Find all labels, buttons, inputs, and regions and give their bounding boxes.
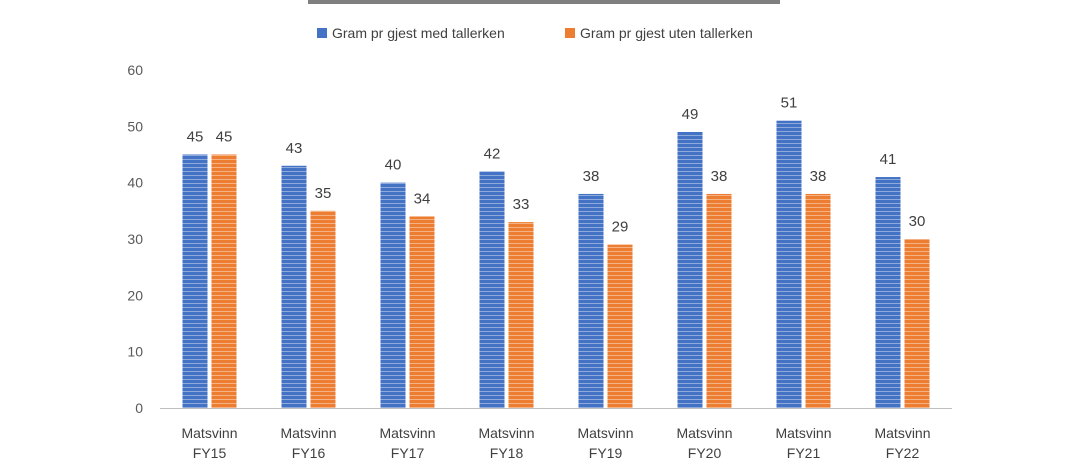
y-axis: 0 10 20 30 40 50 60 — [127, 62, 143, 416]
data-label: 49 — [682, 106, 699, 123]
legend-label: Gram pr gjest med tallerken — [332, 25, 505, 41]
data-label: 35 — [315, 185, 332, 202]
x-category-line: FY18 — [490, 445, 524, 461]
legend-swatch — [565, 28, 575, 38]
x-category-line: FY20 — [688, 445, 722, 461]
bar-med-3 — [479, 171, 505, 408]
data-label: 40 — [385, 157, 402, 174]
y-tick-label: 0 — [135, 400, 143, 416]
x-category-line: Matsvinn — [577, 425, 633, 441]
x-category-line: Matsvinn — [874, 425, 930, 441]
bar-med-7 — [875, 177, 901, 408]
x-category-label: Matsvinn FY17 — [379, 425, 435, 461]
bar-uten-3 — [508, 222, 534, 408]
bar-uten-7 — [904, 239, 930, 408]
bar-med-1 — [281, 165, 307, 408]
y-tick-label: 50 — [127, 118, 143, 134]
legend: Gram pr gjest med tallerken Gram pr gjest… — [317, 25, 753, 41]
x-category-line: Matsvinn — [478, 425, 534, 441]
x-category-line: Matsvinn — [280, 425, 336, 441]
x-category-label: Matsvinn FY20 — [676, 425, 732, 461]
bar-med-0 — [182, 154, 208, 408]
bar-uten-1 — [310, 210, 336, 408]
x-category-label: Matsvinn FY15 — [181, 425, 237, 461]
x-category-line: FY21 — [787, 445, 821, 461]
x-category-line: FY15 — [193, 445, 227, 461]
y-tick-label: 20 — [127, 287, 143, 303]
bars: 45 45 43 35 40 34 42 33 38 29 49 38 51 38 41 30 — [182, 95, 930, 408]
data-label: 33 — [513, 196, 530, 213]
x-category-label: Matsvinn FY21 — [775, 425, 831, 461]
data-label: 41 — [880, 151, 897, 168]
x-category-label: Matsvinn FY18 — [478, 425, 534, 461]
bar-uten-2 — [409, 216, 435, 408]
data-label: 45 — [216, 129, 233, 146]
y-tick-label: 10 — [127, 344, 143, 360]
data-label: 30 — [909, 213, 926, 230]
x-category-label: Matsvinn FY19 — [577, 425, 633, 461]
legend-label: Gram pr gjest uten tallerken — [580, 25, 753, 41]
data-label: 29 — [612, 219, 629, 236]
data-label: 43 — [286, 140, 303, 157]
x-category-line: FY16 — [292, 445, 326, 461]
x-category-line: Matsvinn — [775, 425, 831, 441]
x-category-label: Matsvinn FY22 — [874, 425, 930, 461]
bar-uten-6 — [805, 193, 831, 408]
bar-med-4 — [578, 193, 604, 408]
legend-swatch — [317, 28, 327, 38]
data-label: 42 — [484, 145, 501, 162]
x-category-line: Matsvinn — [676, 425, 732, 441]
x-category-line: FY17 — [391, 445, 425, 461]
bar-uten-4 — [607, 244, 633, 408]
x-category-line: Matsvinn — [181, 425, 237, 441]
data-label: 45 — [187, 129, 204, 146]
chart-title-remnant — [308, 0, 780, 4]
bar-uten-5 — [706, 193, 732, 408]
data-label: 38 — [810, 168, 827, 185]
x-category-line: FY19 — [589, 445, 623, 461]
x-category-line: Matsvinn — [379, 425, 435, 441]
y-tick-label: 40 — [127, 175, 143, 191]
y-tick-label: 60 — [127, 62, 143, 78]
bar-med-2 — [380, 182, 406, 408]
legend-item-0: Gram pr gjest med tallerken — [317, 25, 505, 41]
x-category-line: FY22 — [886, 445, 920, 461]
legend-item-1: Gram pr gjest uten tallerken — [565, 25, 753, 41]
data-label: 38 — [583, 168, 600, 185]
bar-med-6 — [776, 120, 802, 408]
data-label: 34 — [414, 190, 431, 207]
bar-med-5 — [677, 131, 703, 408]
y-tick-label: 30 — [127, 231, 143, 247]
data-label: 51 — [781, 95, 798, 112]
data-label: 38 — [711, 168, 728, 185]
x-category-label: Matsvinn FY16 — [280, 425, 336, 461]
bar-uten-0 — [211, 154, 237, 408]
